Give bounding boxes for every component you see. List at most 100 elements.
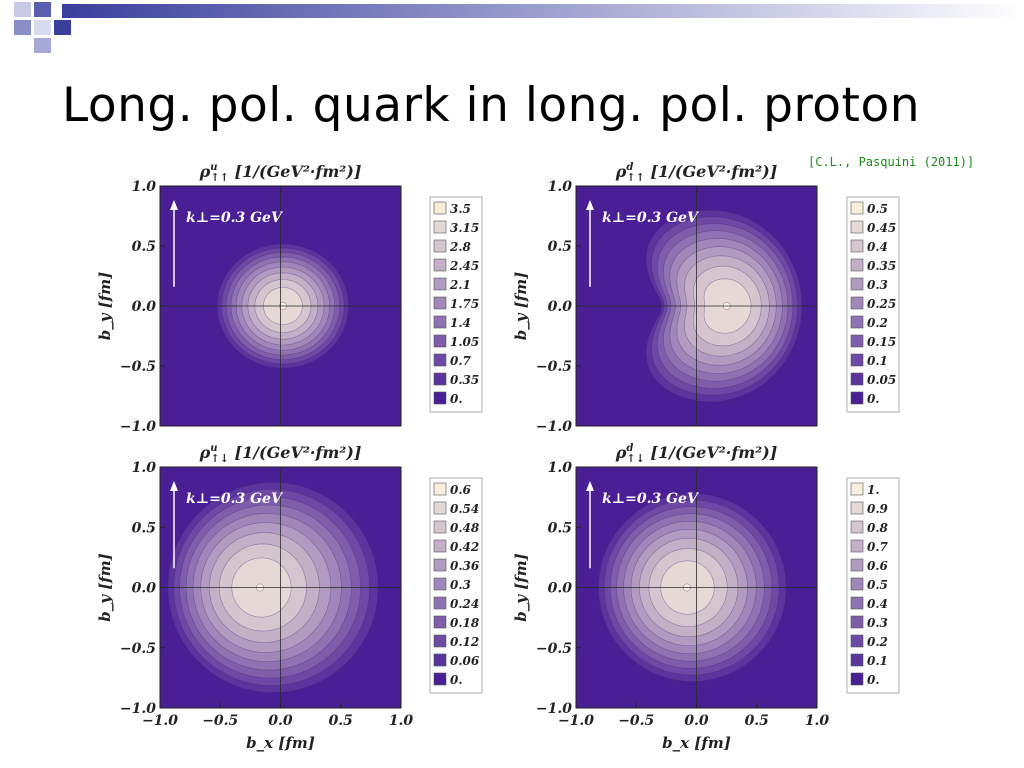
- legend-swatch: [433, 353, 447, 367]
- legend-swatch: [850, 220, 864, 234]
- legend-label: 0.7: [867, 540, 889, 554]
- legend-swatch: [433, 315, 447, 329]
- legend-swatch: [850, 672, 864, 686]
- k-perp-arrowhead: [586, 200, 594, 210]
- title-gradient-bar: [62, 4, 1024, 18]
- legend-swatch: [850, 277, 864, 291]
- panel-title-spin: ↑↓: [211, 452, 229, 465]
- legend-swatch: [850, 539, 864, 553]
- legend-swatch: [433, 672, 447, 686]
- legend-swatch: [433, 501, 447, 515]
- y-tick-label: −1.0: [120, 419, 156, 435]
- legend-label: 0.18: [450, 616, 480, 630]
- panel-title-spin: ↑↓: [626, 452, 644, 465]
- panel-title-unit: [1/(GeV²·fm²)]: [645, 443, 777, 462]
- legend-label: 0.45: [867, 221, 896, 235]
- legend-swatch: [850, 315, 864, 329]
- legend-label: 2.1: [449, 278, 471, 292]
- x-tick-label: 0.5: [329, 713, 353, 729]
- legend-swatch: [850, 391, 864, 405]
- panel-title: ρu ↑↓ [1/(GeV²·fm²)]: [199, 443, 362, 465]
- legend-label: 0.6: [450, 483, 472, 497]
- legend-label: 0.9: [867, 502, 889, 516]
- legend-swatch: [850, 239, 864, 253]
- x-tick-label: −1.0: [142, 713, 178, 729]
- legend-swatch: [850, 520, 864, 534]
- legend-swatch: [433, 372, 447, 386]
- legend-swatch: [433, 334, 447, 348]
- y-tick-label: 0.5: [132, 520, 156, 536]
- y-tick-label: −1.0: [536, 701, 572, 717]
- panel-title-rho: ρ: [615, 443, 627, 462]
- legend-label: 1.75: [450, 297, 479, 311]
- legend-label: 0.5: [867, 202, 888, 216]
- legend-label: 0.: [867, 673, 880, 687]
- legend-label: 0.3: [450, 578, 471, 592]
- legend-swatch: [433, 258, 447, 272]
- deco-square: [34, 2, 51, 17]
- legend-label: 0.: [867, 392, 880, 406]
- legend-swatch: [850, 201, 864, 215]
- y-tick-label: 0.0: [132, 299, 157, 315]
- y-tick-label: −1.0: [120, 701, 156, 717]
- legend-swatch: [850, 634, 864, 648]
- y-tick-label: −0.5: [120, 359, 156, 375]
- legend-label: 0.48: [450, 521, 480, 535]
- legend-swatch: [850, 653, 864, 667]
- legend-label: 0.6: [867, 559, 889, 573]
- x-tick-label: 0.0: [684, 713, 709, 729]
- legend-label: 0.54: [450, 502, 479, 516]
- legend-label: 0.4: [867, 240, 888, 254]
- legend-label: 0.1: [867, 654, 888, 668]
- legend-label: 0.7: [450, 354, 472, 368]
- legend-label: 0.42: [450, 540, 479, 554]
- y-tick-label: −0.5: [536, 641, 572, 657]
- panel-title: ρd ↑↑ [1/(GeV²·fm²)]: [615, 162, 778, 184]
- legend-label: 1.4: [450, 316, 471, 330]
- y-tick-label: −1.0: [536, 419, 572, 435]
- legend-swatch: [433, 239, 447, 253]
- y-tick-label: 1.0: [132, 460, 157, 476]
- legend-label: 0.2: [867, 316, 888, 330]
- legend: 1. 0.9 0.8 0.7 0.6 0.5 0.4 0.3 0.2 0.1 0.: [846, 477, 900, 694]
- deco-square: [14, 20, 31, 35]
- legend-swatch: [850, 258, 864, 272]
- contour-panel-d-antiparallel: k⊥=0.3 GeV 1.0 0.5 0.0 −0.5 −1.0−1.0 −0.5 0.0 0.…: [512, 443, 900, 752]
- legend-swatch: [850, 482, 864, 496]
- legend-swatch: [433, 482, 447, 496]
- contour-panel-u-parallel: k⊥=0.3 GeV 1.0 0.5 0.0 −0.5 −1.0 b_y [fm] ρu ↑↑ …: [96, 162, 483, 435]
- legend-swatch: [433, 539, 447, 553]
- legend-label: 0.4: [867, 597, 888, 611]
- x-tick-label: −1.0: [558, 713, 594, 729]
- panel-title: ρd ↑↓ [1/(GeV²·fm²)]: [615, 443, 778, 465]
- legend-swatch: [433, 596, 447, 610]
- x-tick-label: −0.5: [202, 713, 238, 729]
- legend-swatch: [850, 501, 864, 515]
- panel-title-spin: ↑↑: [211, 171, 229, 184]
- panel-title-unit: [1/(GeV²·fm²)]: [229, 162, 361, 181]
- legend-label: 1.05: [450, 335, 479, 349]
- legend-label: 0.3: [867, 278, 888, 292]
- y-tick-label: 0.5: [132, 239, 156, 255]
- legend: 0.5 0.45 0.4 0.35 0.3 0.25 0.2 0.15 0.1 0.05 0.: [846, 196, 900, 413]
- y-axis-label: b_y [fm]: [512, 553, 530, 621]
- legend-label: 0.05: [867, 373, 896, 387]
- legend-label: 0.5: [867, 578, 888, 592]
- panel-title-flavor: d: [626, 162, 633, 173]
- legend-label: 2.45: [449, 259, 479, 273]
- legend-label: 0.: [450, 673, 463, 687]
- legend-label: 1.: [867, 483, 880, 497]
- k-perp-annotation: k⊥=0.3 GeV: [186, 491, 284, 507]
- panel-title-flavor: d: [626, 443, 633, 454]
- y-axis-label: b_y [fm]: [512, 272, 530, 340]
- panel-title-rho: ρ: [615, 162, 627, 181]
- legend-label: 0.35: [450, 373, 479, 387]
- panel-title-unit: [1/(GeV²·fm²)]: [229, 443, 361, 462]
- legend: 0.6 0.54 0.48 0.42 0.36 0.3 0.24 0.18 0.12 0.06 0.: [429, 477, 483, 694]
- deco-square: [34, 38, 51, 53]
- legend-label: 3.15: [450, 221, 479, 235]
- slide-title: Long. pol. quark in long. pol. proton: [62, 78, 921, 133]
- y-tick-label: −0.5: [536, 359, 572, 375]
- deco-square: [14, 2, 31, 17]
